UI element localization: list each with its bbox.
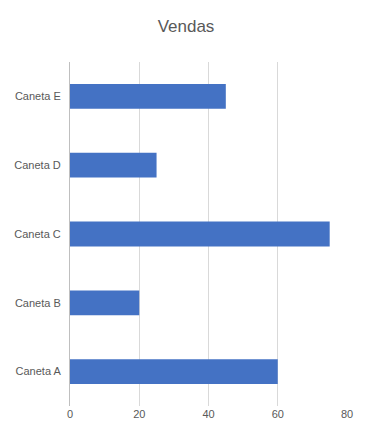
svg-text:60: 60	[272, 408, 284, 420]
svg-text:Caneta A: Caneta A	[16, 365, 62, 377]
svg-text:Vendas: Vendas	[158, 17, 215, 36]
svg-text:Caneta E: Caneta E	[15, 90, 61, 102]
svg-text:Caneta D: Caneta D	[14, 159, 61, 171]
svg-text:80: 80	[341, 408, 353, 420]
svg-text:20: 20	[133, 408, 145, 420]
svg-text:0: 0	[67, 408, 73, 420]
svg-text:Caneta B: Caneta B	[15, 297, 61, 309]
svg-text:40: 40	[202, 408, 214, 420]
svg-text:Caneta C: Caneta C	[14, 228, 61, 240]
